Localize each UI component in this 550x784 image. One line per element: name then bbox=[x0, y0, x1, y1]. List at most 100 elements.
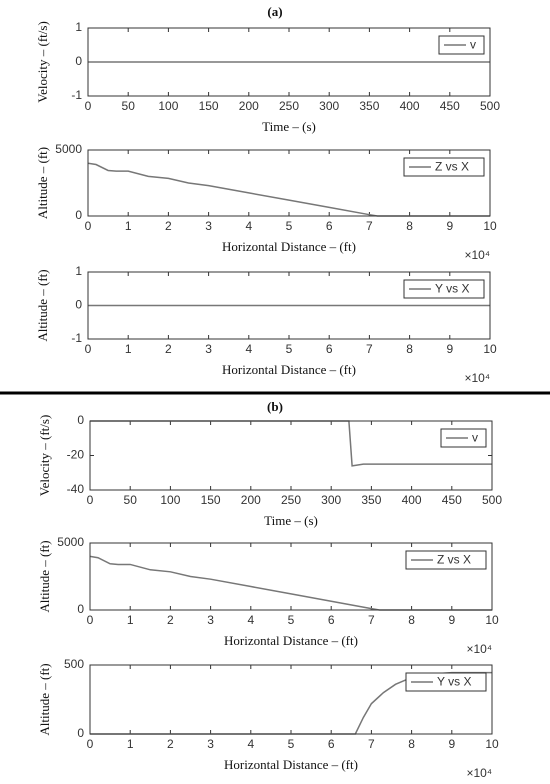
x-tick-label: 150 bbox=[201, 493, 221, 507]
x-tick-label: 2 bbox=[165, 342, 172, 356]
y-tick-label: 1 bbox=[75, 264, 82, 278]
x-tick-label: 2 bbox=[165, 219, 172, 233]
x-tick-label: 7 bbox=[366, 342, 373, 356]
x-tick-label: 100 bbox=[160, 493, 180, 507]
x-multiplier: ×10⁴ bbox=[466, 766, 492, 780]
x-tick-label: 4 bbox=[245, 342, 252, 356]
y-tick-label: 5000 bbox=[55, 142, 82, 156]
plot: 0 50 100 150 200 250 300 350 400 450 500 -40 -20 0 Tim… bbox=[37, 413, 502, 528]
y-axis-label: Velocity – (ft/s) bbox=[35, 21, 50, 103]
y-axis-label: Velocity – (ft/s) bbox=[37, 415, 52, 497]
x-tick-label: 7 bbox=[368, 613, 375, 627]
y-tick-label: 0 bbox=[77, 413, 84, 427]
y-axis-label: Altitude – (ft) bbox=[37, 663, 52, 735]
x-tick-label: 1 bbox=[127, 613, 134, 627]
legend-box bbox=[403, 279, 485, 299]
x-tick-label: 0 bbox=[87, 493, 94, 507]
series-line bbox=[90, 555, 492, 611]
axes-frame bbox=[87, 149, 491, 217]
y-axis-label: Altitude – (ft) bbox=[35, 147, 50, 219]
plot: 0 1 2 3 4 5 6 7 8 9 10 0 500 Horizontal Distance – (f… bbox=[37, 657, 499, 780]
y-tick-label: 0 bbox=[75, 208, 82, 222]
x-tick-label: 4 bbox=[247, 613, 254, 627]
x-tick-label: 50 bbox=[124, 493, 138, 507]
x-tick-label: 9 bbox=[448, 613, 455, 627]
y-tick-label: -20 bbox=[67, 448, 85, 462]
x-tick-label: 1 bbox=[125, 219, 132, 233]
panel-label: (a) bbox=[267, 4, 282, 19]
x-multiplier: ×10⁴ bbox=[466, 642, 492, 656]
x-tick-label: 6 bbox=[326, 219, 333, 233]
x-tick-label: 9 bbox=[446, 219, 453, 233]
x-tick-label: 0 bbox=[87, 737, 94, 751]
x-tick-label: 8 bbox=[408, 613, 415, 627]
x-tick-label: 3 bbox=[205, 342, 212, 356]
x-multiplier: ×10⁴ bbox=[464, 371, 490, 385]
x-tick-label: 400 bbox=[400, 99, 420, 113]
x-tick-label: 6 bbox=[328, 737, 335, 751]
panel-label: (b) bbox=[267, 399, 283, 414]
series-line bbox=[88, 162, 490, 217]
x-tick-label: 4 bbox=[245, 219, 252, 233]
x-tick-label: 6 bbox=[326, 342, 333, 356]
legend-box bbox=[405, 672, 487, 692]
axes-frame bbox=[89, 542, 493, 611]
legend-label: v bbox=[472, 431, 478, 445]
x-tick-label: 0 bbox=[87, 613, 94, 627]
x-tick-label: 250 bbox=[279, 99, 299, 113]
x-multiplier: ×10⁴ bbox=[464, 248, 490, 262]
x-tick-label: 1 bbox=[125, 342, 132, 356]
x-tick-label: 300 bbox=[319, 99, 339, 113]
x-tick-label: 3 bbox=[207, 613, 214, 627]
x-tick-label: 10 bbox=[483, 342, 497, 356]
x-tick-label: 10 bbox=[483, 219, 497, 233]
axes-frame bbox=[89, 420, 493, 491]
axes-frame bbox=[87, 271, 491, 340]
y-tick-label: 500 bbox=[64, 657, 84, 671]
legend-label: Z vs X bbox=[435, 160, 469, 174]
legend-label: v bbox=[470, 38, 476, 52]
x-tick-label: 10 bbox=[485, 613, 499, 627]
x-tick-label: 0 bbox=[85, 219, 92, 233]
x-tick-label: 7 bbox=[366, 219, 373, 233]
x-tick-label: 7 bbox=[368, 737, 375, 751]
x-tick-label: 5 bbox=[288, 613, 295, 627]
y-axis-label: Altitude – (ft) bbox=[35, 269, 50, 341]
plot-area bbox=[90, 421, 492, 490]
x-tick-label: 2 bbox=[167, 737, 174, 751]
y-tick-label: 0 bbox=[75, 298, 82, 312]
y-tick-label: 1 bbox=[75, 20, 82, 34]
y-tick-label: -40 bbox=[67, 482, 85, 496]
x-tick-label: 8 bbox=[406, 342, 413, 356]
legend-label: Z vs X bbox=[437, 553, 471, 567]
x-tick-label: 450 bbox=[440, 99, 460, 113]
x-tick-label: 5 bbox=[286, 342, 293, 356]
x-tick-label: 350 bbox=[361, 493, 381, 507]
x-tick-label: 250 bbox=[281, 493, 301, 507]
x-tick-label: 500 bbox=[482, 493, 502, 507]
x-tick-label: 6 bbox=[328, 613, 335, 627]
legend-box bbox=[403, 157, 485, 177]
x-tick-label: 200 bbox=[241, 493, 261, 507]
axes-frame bbox=[89, 664, 493, 735]
x-tick-label: 100 bbox=[158, 99, 178, 113]
y-tick-label: 0 bbox=[77, 602, 84, 616]
x-tick-label: 200 bbox=[239, 99, 259, 113]
x-tick-label: 450 bbox=[442, 493, 462, 507]
x-tick-label: 8 bbox=[408, 737, 415, 751]
x-tick-label: 50 bbox=[122, 99, 136, 113]
x-tick-label: 2 bbox=[167, 613, 174, 627]
plot: 0 1 2 3 4 5 6 7 8 9 10 0 5000 Horizontal Distance – (… bbox=[37, 535, 499, 656]
x-axis-label: Horizontal Distance – (ft) bbox=[224, 757, 358, 772]
x-axis-label: Horizontal Distance – (ft) bbox=[224, 633, 358, 648]
y-tick-label: -1 bbox=[71, 331, 82, 345]
x-tick-label: 8 bbox=[406, 219, 413, 233]
x-tick-label: 300 bbox=[321, 493, 341, 507]
axes-frame bbox=[87, 27, 491, 97]
x-tick-label: 0 bbox=[85, 342, 92, 356]
x-tick-label: 1 bbox=[127, 737, 134, 751]
x-tick-label: 4 bbox=[247, 737, 254, 751]
